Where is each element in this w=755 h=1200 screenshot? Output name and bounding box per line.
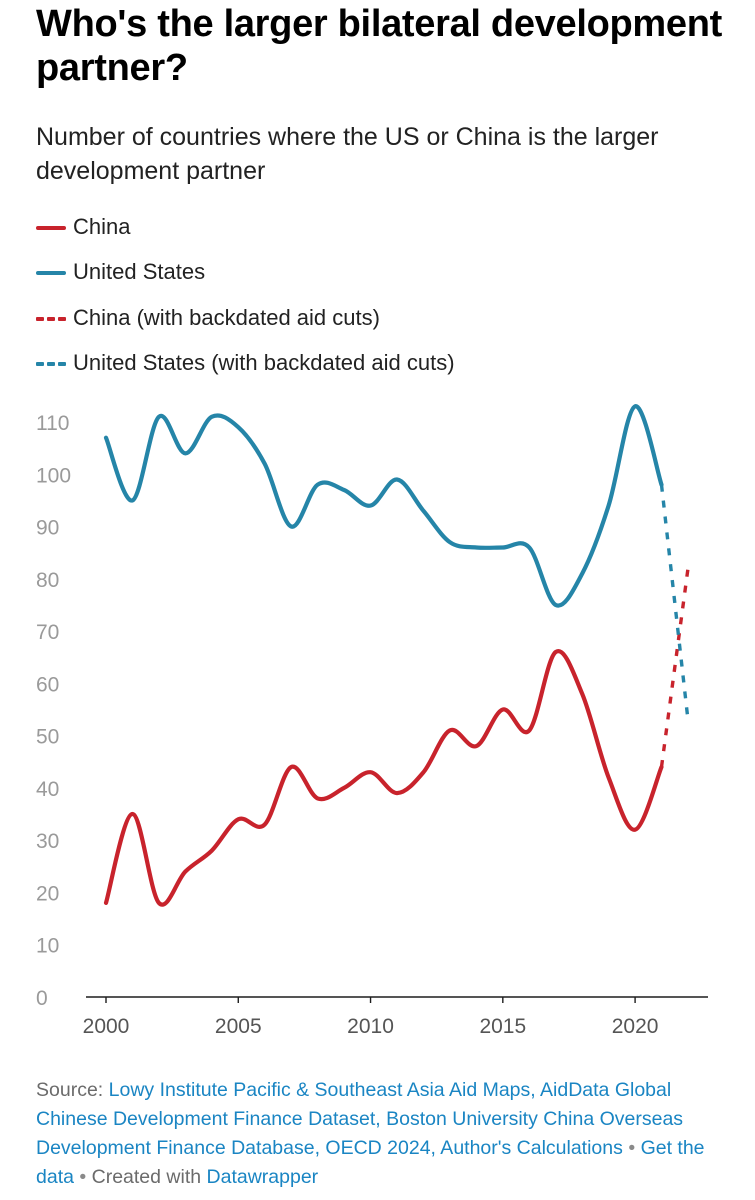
created-with-text: Created with xyxy=(91,1166,202,1188)
y-tick-label-70: 70 xyxy=(36,621,59,644)
get-the-data-link[interactable]: Get the data xyxy=(36,1137,705,1188)
y-tick-label-100: 100 xyxy=(36,464,71,487)
x-tick-label-2005: 2005 xyxy=(215,1015,262,1038)
source-link[interactable]: Lowy Institute Pacific & Southeast Asia … xyxy=(36,1079,684,1159)
x-tick-label-2015: 2015 xyxy=(479,1015,526,1038)
datawrapper-link[interactable]: Datawrapper xyxy=(206,1166,319,1188)
line-chart: 0 10 20 30 40 50 60 70 80 90 100 110 2000 2005 2010 201… xyxy=(36,404,708,1038)
legend-swatch-china xyxy=(36,226,66,230)
series-line-china xyxy=(103,649,664,907)
legend-label-china-backdated: China (with backdated aid cuts) xyxy=(73,305,380,330)
y-tick-label-10: 10 xyxy=(36,935,59,958)
separator: • xyxy=(79,1166,87,1188)
legend-label-united-states-backdated: United States (with backdated aid cuts) xyxy=(73,350,455,375)
y-tick-label-90: 90 xyxy=(36,517,59,540)
y-tick-label-60: 60 xyxy=(36,673,59,696)
legend-swatch-united-states-backdated xyxy=(36,362,66,366)
y-tick-label-0: 0 xyxy=(36,987,48,1010)
y-tick-label-110: 110 xyxy=(36,412,69,435)
y-tick-label-30: 30 xyxy=(36,830,59,853)
legend-label-china: China xyxy=(73,214,131,239)
x-tick-label-2020: 2020 xyxy=(612,1015,659,1038)
x-tick-label-2000: 2000 xyxy=(83,1015,130,1038)
chart-subtitle: Number of countries where the US or Chin… xyxy=(36,123,659,185)
series-line-united-states xyxy=(103,404,664,608)
chart-title: Who's the larger bilateral development p… xyxy=(36,3,723,89)
separator: • xyxy=(628,1137,636,1159)
source-prefix: Source: xyxy=(36,1079,104,1101)
y-tick-label-40: 40 xyxy=(36,778,59,801)
y-tick-label-20: 20 xyxy=(36,882,59,905)
y-tick-label-50: 50 xyxy=(36,726,59,749)
legend-label-united-states: United States xyxy=(73,259,206,284)
chart-footer: Source: Lowy Institute Pacific & Southea… xyxy=(36,1076,736,1192)
legend-swatch-united-states xyxy=(36,271,66,275)
y-tick-label-80: 80 xyxy=(36,569,59,592)
series-line-united-states-backdated xyxy=(659,484,690,721)
series-line-china-backdated xyxy=(659,568,690,768)
x-tick-label-2010: 2010 xyxy=(347,1015,394,1038)
legend-swatch-china-backdated xyxy=(36,317,66,321)
